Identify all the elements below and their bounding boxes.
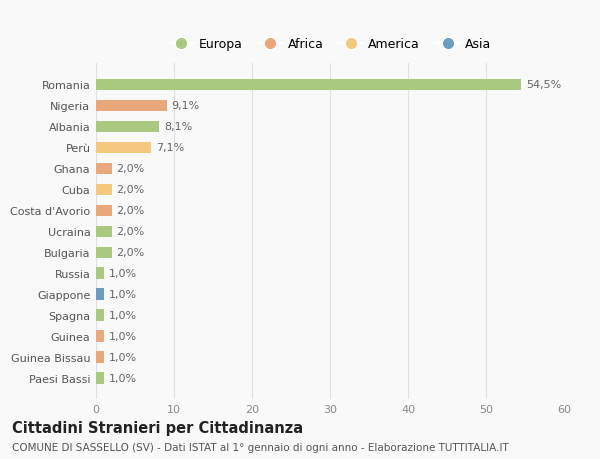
Bar xyxy=(96,205,112,217)
Bar xyxy=(96,289,104,300)
Legend: Europa, Africa, America, Asia: Europa, Africa, America, Asia xyxy=(169,39,491,51)
Bar xyxy=(96,142,151,154)
Text: 1,0%: 1,0% xyxy=(109,311,137,320)
Text: 2,0%: 2,0% xyxy=(116,206,145,216)
Text: COMUNE DI SASSELLO (SV) - Dati ISTAT al 1° gennaio di ogni anno - Elaborazione T: COMUNE DI SASSELLO (SV) - Dati ISTAT al … xyxy=(12,442,509,452)
Bar xyxy=(96,352,104,363)
Bar xyxy=(96,247,112,258)
Text: 1,0%: 1,0% xyxy=(109,331,137,341)
Text: 1,0%: 1,0% xyxy=(109,269,137,279)
Text: 2,0%: 2,0% xyxy=(116,185,145,195)
Bar xyxy=(96,121,159,133)
Text: Cittadini Stranieri per Cittadinanza: Cittadini Stranieri per Cittadinanza xyxy=(12,420,303,435)
Bar xyxy=(96,373,104,384)
Text: 1,0%: 1,0% xyxy=(109,290,137,300)
Bar xyxy=(96,226,112,238)
Bar xyxy=(96,101,167,112)
Text: 2,0%: 2,0% xyxy=(116,248,145,257)
Bar xyxy=(96,79,521,91)
Bar xyxy=(96,310,104,321)
Text: 54,5%: 54,5% xyxy=(526,80,561,90)
Text: 2,0%: 2,0% xyxy=(116,227,145,237)
Bar xyxy=(96,163,112,175)
Text: 2,0%: 2,0% xyxy=(116,164,145,174)
Bar xyxy=(96,331,104,342)
Text: 1,0%: 1,0% xyxy=(109,373,137,383)
Text: 7,1%: 7,1% xyxy=(156,143,184,153)
Text: 8,1%: 8,1% xyxy=(164,122,192,132)
Text: 1,0%: 1,0% xyxy=(109,353,137,363)
Bar xyxy=(96,184,112,196)
Text: 9,1%: 9,1% xyxy=(172,101,200,111)
Bar xyxy=(96,268,104,280)
